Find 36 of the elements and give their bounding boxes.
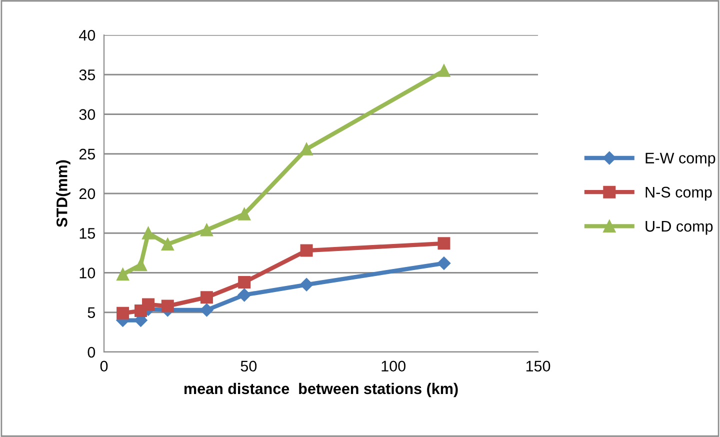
y-tick-label: 0	[88, 346, 96, 358]
y-tick-label: 25	[79, 148, 96, 160]
point	[238, 208, 251, 220]
point	[300, 278, 314, 292]
point	[200, 224, 213, 236]
point	[438, 64, 450, 77]
point	[200, 291, 213, 304]
x-tick-label: 100	[382, 360, 406, 372]
legend-label: U-D comp	[646, 221, 713, 235]
legend-label: N-S comp	[646, 186, 712, 201]
y-tick-label: 15	[80, 228, 96, 239]
point	[161, 238, 174, 250]
point	[142, 226, 155, 240]
y-tick-label: 20	[79, 188, 96, 200]
y-tick-label: 30	[79, 109, 96, 120]
y-tick-label: 35	[79, 69, 96, 80]
point	[116, 306, 130, 320]
point	[238, 288, 251, 302]
x-tick-label: 150	[526, 360, 550, 372]
point	[142, 298, 155, 311]
y-tick-label: 10	[80, 268, 96, 278]
point	[437, 256, 451, 270]
point	[200, 303, 214, 317]
point	[161, 300, 174, 312]
point	[300, 244, 313, 257]
y-tick-label: 40	[79, 30, 96, 41]
x-axis-title: mean distance between stations (km)	[184, 382, 458, 398]
x-tick-label: 50	[240, 360, 257, 372]
point	[134, 258, 147, 272]
x-tick-label: 0	[100, 360, 108, 372]
legend-label: E-W comp	[646, 152, 716, 167]
point	[238, 276, 251, 289]
point	[116, 268, 130, 281]
y-tick-label: 5	[88, 307, 96, 318]
y-axis-title: STD(mm)	[56, 160, 70, 228]
point	[438, 237, 450, 250]
